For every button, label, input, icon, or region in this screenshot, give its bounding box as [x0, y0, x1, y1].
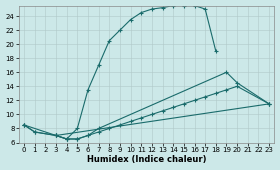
X-axis label: Humidex (Indice chaleur): Humidex (Indice chaleur): [87, 155, 206, 164]
